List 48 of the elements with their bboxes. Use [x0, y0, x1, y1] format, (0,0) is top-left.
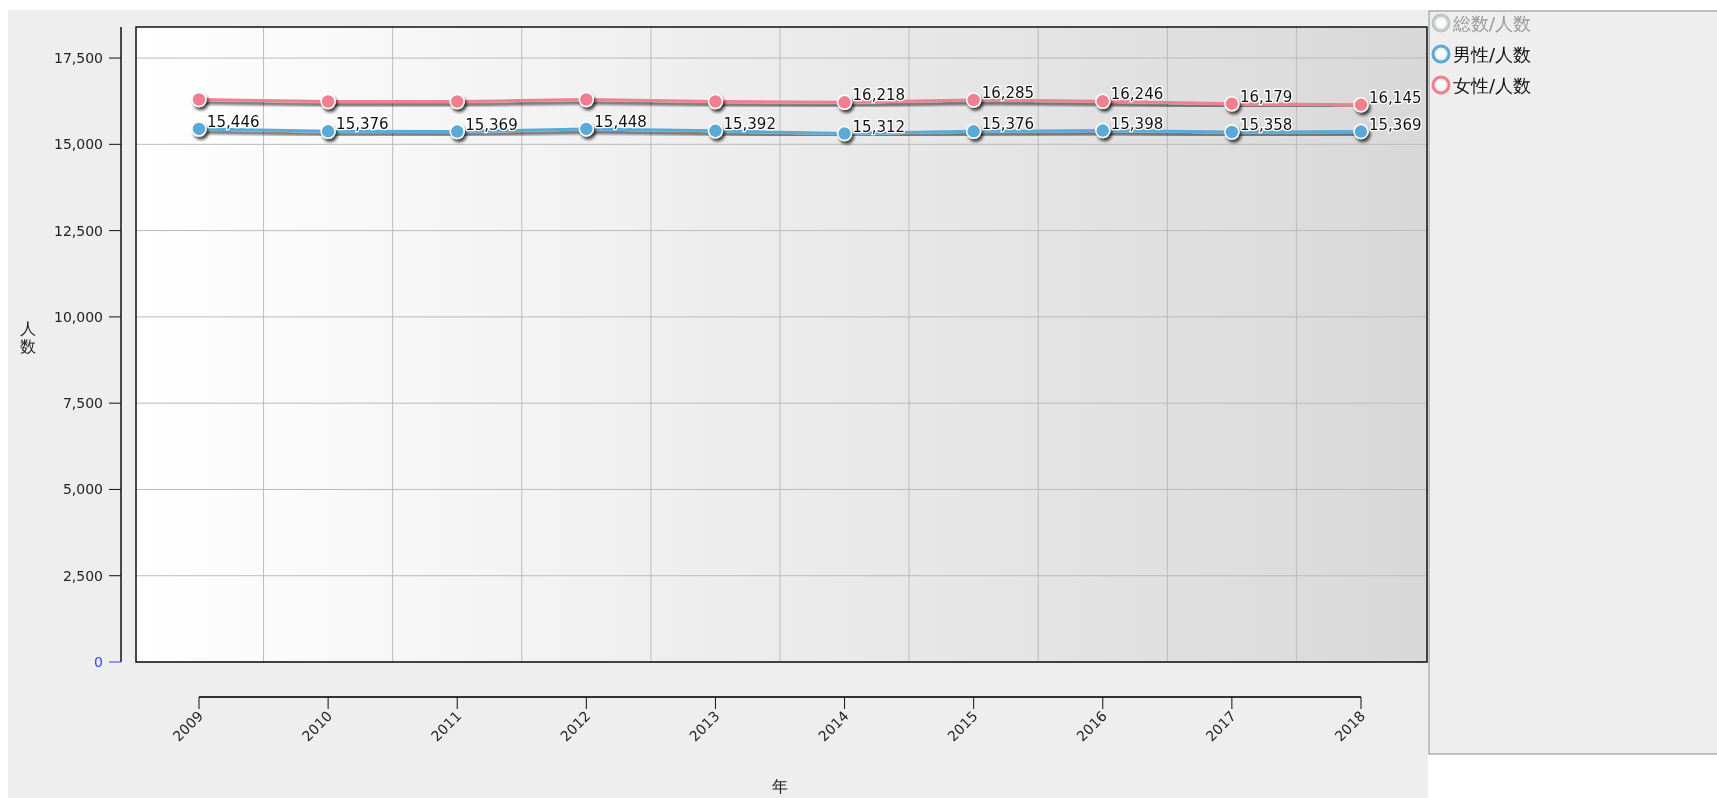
y-tick-label: 17,500: [54, 50, 103, 67]
data-label: 15,448: [594, 112, 647, 131]
data-label: 15,376: [336, 115, 389, 134]
data-label: 16,285: [981, 83, 1035, 102]
point: [965, 123, 982, 140]
data-label: 15,376: [981, 115, 1035, 134]
point: [1224, 95, 1240, 112]
y-tick-label: 5,000: [62, 481, 103, 498]
data-label: 15,369: [465, 115, 518, 134]
y-axis-title: 人数: [20, 319, 36, 356]
point: [707, 123, 724, 139]
y-tick-label: 12,500: [54, 222, 103, 239]
point: [449, 93, 465, 110]
point: [965, 92, 982, 108]
data-label: 16,218: [852, 86, 906, 105]
legend-label: 総数/人数: [1452, 13, 1532, 34]
point: [449, 123, 465, 140]
point: [1095, 122, 1111, 139]
y-tick-label: 0: [94, 654, 103, 670]
point: [191, 121, 207, 137]
point: [578, 121, 595, 137]
y-tick-label: 10,000: [54, 308, 103, 325]
x-axis-title: 年: [772, 777, 788, 796]
data-label: 16,179: [1239, 87, 1293, 106]
point: [578, 91, 595, 108]
data-label: 16,145: [1369, 88, 1422, 107]
data-label: 15,312: [852, 117, 906, 136]
data-label: 15,392: [723, 114, 776, 133]
point: [320, 123, 336, 140]
data-label: 15,358: [1239, 115, 1293, 134]
point: [191, 91, 207, 108]
point: [320, 93, 336, 110]
data-label: 15,369: [1369, 115, 1422, 134]
data-label: 15,398: [1110, 114, 1164, 133]
data-label: 15,446: [207, 112, 260, 131]
point: [1353, 97, 1369, 113]
y-tick-label: 15,000: [54, 136, 103, 153]
legend-label: 女性/人数: [1453, 75, 1532, 96]
point: [1224, 124, 1240, 140]
legend-label: 男性/人数: [1453, 44, 1532, 65]
y-tick-label: 2,500: [62, 567, 103, 584]
point: [1095, 93, 1111, 110]
point: [836, 125, 853, 142]
point: [1353, 123, 1369, 140]
y-tick-label: 7,500: [62, 395, 103, 412]
point: [836, 94, 853, 111]
data-label: 16,246: [1110, 85, 1164, 104]
point: [707, 93, 724, 110]
